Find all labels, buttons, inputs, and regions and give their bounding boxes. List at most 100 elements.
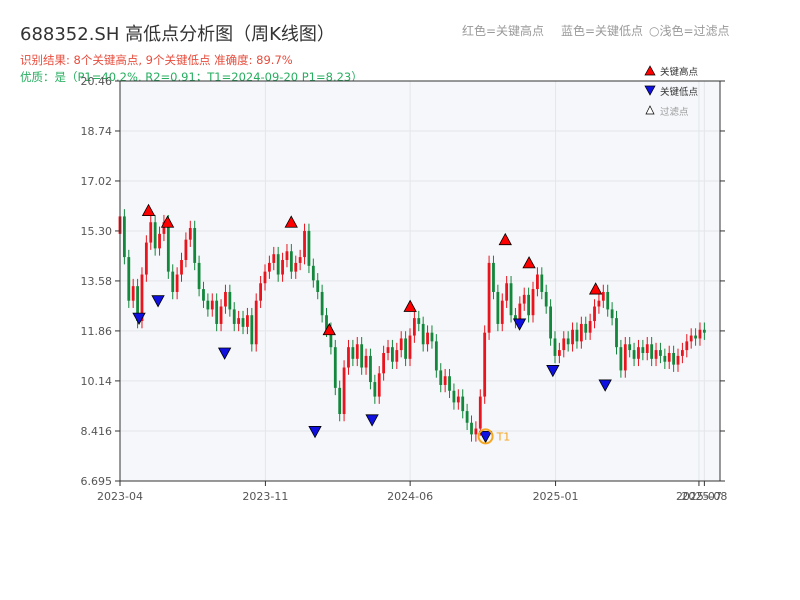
key-high-marker [284, 215, 298, 228]
key-low-marker [151, 295, 165, 308]
key-low-marker [598, 379, 612, 392]
y-tick-label: 10.14 [81, 375, 113, 388]
candle-body [681, 350, 684, 356]
y-tick-label: 11.86 [81, 325, 113, 338]
candle-body [246, 315, 249, 327]
candle-body [553, 338, 557, 356]
candle-body [470, 422, 473, 435]
candle-body [492, 262, 495, 292]
key-high-marker [522, 256, 536, 269]
key-low-marker [308, 426, 322, 439]
candle-body [505, 283, 509, 301]
candle-body [228, 291, 232, 310]
t1-ring [477, 428, 494, 445]
candle-body [496, 291, 500, 324]
x-tick-label: 2024-06 [387, 490, 433, 503]
key-low-marker [512, 318, 527, 331]
candle-body [412, 318, 416, 336]
candle-body [136, 286, 139, 322]
candle-body [597, 300, 601, 307]
candle-body [659, 350, 662, 356]
candle-body [188, 228, 192, 240]
candle-body [127, 257, 131, 301]
candle-body [483, 332, 487, 397]
result-summary: 识别结果: 8个关键高点, 9个关键低点 准确度: 89.7% [20, 53, 293, 67]
y-tick-label: 15.30 [81, 225, 113, 238]
candle-body [162, 222, 166, 234]
candle-body [685, 341, 689, 351]
candle-body [333, 347, 337, 388]
key-high-marker [498, 232, 512, 246]
candle-body [584, 323, 588, 333]
candle-body [171, 271, 175, 292]
candle-body [672, 352, 676, 365]
candle-body [610, 309, 614, 319]
candle-body [144, 242, 148, 275]
candle-body [439, 370, 443, 385]
candle-body [645, 344, 649, 353]
candle-body [311, 265, 315, 281]
candle-body [527, 294, 531, 316]
x-tick-label: 2023-04 [97, 490, 143, 503]
legend-red-note: 红色=关键高点 [462, 24, 545, 38]
candle-body [404, 338, 407, 359]
candle-body [320, 291, 324, 316]
legend-filtered-marker [645, 105, 655, 115]
key-high-marker [588, 282, 603, 295]
candle-body [276, 254, 280, 275]
x-tick-label: 2025-08 [681, 490, 727, 503]
candle-body [557, 350, 561, 356]
candle-body [637, 347, 640, 359]
chart-title: 688352.SH 高低点分析图（周K线图） [20, 24, 335, 45]
key-low-marker [478, 430, 493, 444]
candle-body [355, 344, 359, 359]
plot-frame [119, 80, 721, 482]
candle-body [294, 262, 298, 272]
candle-body [197, 262, 201, 290]
candle-body [351, 347, 355, 359]
candle-body [210, 300, 214, 310]
candle-body [619, 347, 623, 371]
candle-body [689, 335, 693, 342]
candle-body [241, 318, 245, 327]
candle-body [540, 274, 544, 292]
candle-body [237, 318, 241, 324]
key-high-marker [160, 215, 175, 228]
candle-body [224, 291, 227, 307]
candle-body [702, 329, 706, 333]
candles-group [118, 209, 706, 442]
candle-body [395, 350, 399, 362]
candle-body [391, 347, 394, 362]
candle-body [443, 376, 447, 385]
candle-body [122, 216, 126, 258]
candle-body [628, 344, 632, 351]
candle-body [421, 323, 425, 345]
candle-body [641, 347, 645, 353]
candle-body [202, 289, 205, 301]
candle-body [382, 352, 386, 374]
candle-body [254, 300, 258, 345]
candle-body [386, 347, 390, 353]
candle-body [465, 411, 469, 423]
candle-body [593, 306, 596, 322]
candle-body [461, 396, 465, 412]
candle-body [215, 300, 219, 324]
candle-body [487, 262, 491, 333]
candle-body [373, 382, 377, 397]
candle-body [448, 376, 451, 391]
candle-body [219, 306, 223, 324]
candle-body [325, 315, 328, 330]
candle-body [549, 306, 552, 339]
candle-body [369, 355, 372, 383]
candle-body [377, 373, 381, 397]
candle-body [267, 262, 271, 272]
legend-low-marker [644, 85, 656, 96]
candle-body [272, 254, 276, 263]
candle-body [575, 329, 579, 342]
candle-body [131, 286, 135, 301]
candle-body [694, 335, 697, 339]
candle-body [579, 323, 583, 342]
x-tick-label: 2023-11 [242, 490, 288, 503]
candle-body [430, 332, 434, 342]
candle-body [347, 347, 350, 368]
